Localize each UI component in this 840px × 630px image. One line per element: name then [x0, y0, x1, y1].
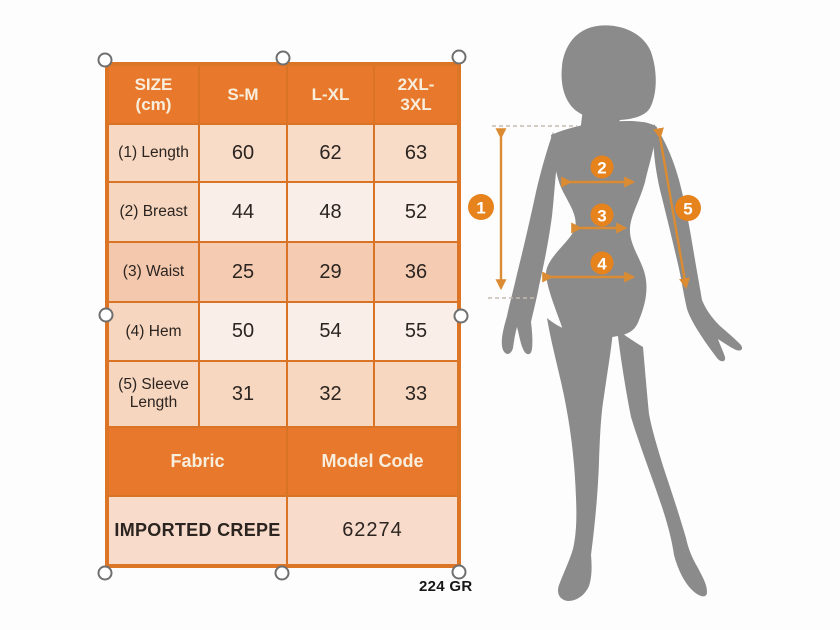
silhouette-right-leg [617, 329, 707, 597]
value-hem-lxl: 54 [288, 303, 373, 360]
marker-number-3: 3 [597, 207, 606, 226]
marker-number-4: 4 [597, 255, 607, 274]
value-breast-lxl: 48 [288, 183, 373, 241]
footer-header-fabric: Fabric [109, 428, 286, 495]
value-sleeve-2xl3xl: 33 [375, 362, 457, 426]
silhouette-left-leg [547, 318, 613, 601]
value-hem-sm: 50 [200, 303, 286, 360]
value-hem-2xl3xl: 55 [375, 303, 457, 360]
header-size-cm: SIZE (cm) [109, 66, 198, 123]
marker-number-5: 5 [683, 200, 692, 219]
pin-middle-left [98, 307, 114, 323]
pin-top-left [97, 52, 113, 68]
dashed-guides [488, 125, 577, 299]
value-waist-2xl3xl: 36 [375, 243, 457, 301]
marker-circle-2 [590, 155, 614, 179]
footer-value-fabric: IMPORTED CREPE [109, 497, 286, 564]
footer-header-model-code: Model Code [288, 428, 457, 495]
value-length-2xl3xl: 63 [375, 125, 457, 181]
value-breast-sm: 44 [200, 183, 286, 241]
silhouette-head [561, 25, 656, 121]
footer-value-model-code: 62274 [288, 497, 457, 564]
value-length-sm: 60 [200, 125, 286, 181]
marker-circle-4 [590, 251, 614, 275]
value-sleeve-sm: 31 [200, 362, 286, 426]
pin-top-right [451, 49, 467, 65]
marker-circle-5 [675, 195, 701, 221]
female-silhouette [501, 25, 743, 601]
pin-bottom-left [97, 565, 113, 581]
row-label-breast: (2) Breast [109, 183, 198, 241]
measurement-markers: 1 2 3 4 5 [468, 155, 701, 275]
header-size-sm: S-M [200, 66, 286, 123]
silhouette-left-arm [501, 132, 558, 355]
row-label-sleeve-length: (5) Sleeve Length [109, 362, 198, 426]
marker-number-1: 1 [476, 199, 485, 218]
pin-bottom-right [451, 564, 467, 580]
value-waist-sm: 25 [200, 243, 286, 301]
pin-bottom-middle [274, 565, 290, 581]
pin-middle-right [453, 308, 469, 324]
row-label-hem: (4) Hem [109, 303, 198, 360]
row-label-waist: (3) Waist [109, 243, 198, 301]
marker-number-2: 2 [597, 159, 606, 178]
silhouette-neck [580, 100, 623, 133]
header-size-lxl: L-XL [288, 66, 373, 123]
silhouette-torso [545, 121, 657, 338]
value-breast-2xl3xl: 52 [375, 183, 457, 241]
marker-circle-3 [590, 203, 614, 227]
arrow-sleeve [653, 127, 690, 290]
row-label-length: (1) Length [109, 125, 198, 181]
pin-top-middle [275, 50, 291, 66]
value-length-lxl: 62 [288, 125, 373, 181]
value-waist-lxl: 29 [288, 243, 373, 301]
value-sleeve-lxl: 32 [288, 362, 373, 426]
header-size-2xl3xl: 2XL-3XL [375, 66, 457, 123]
silhouette-right-arm [653, 124, 743, 362]
measurement-arrows [495, 127, 690, 291]
weight-label: 224 GR [419, 578, 473, 595]
size-chart-table: SIZE (cm) S-M L-XL 2XL-3XL (1) Length 60… [105, 62, 461, 568]
marker-circle-1 [468, 194, 494, 220]
